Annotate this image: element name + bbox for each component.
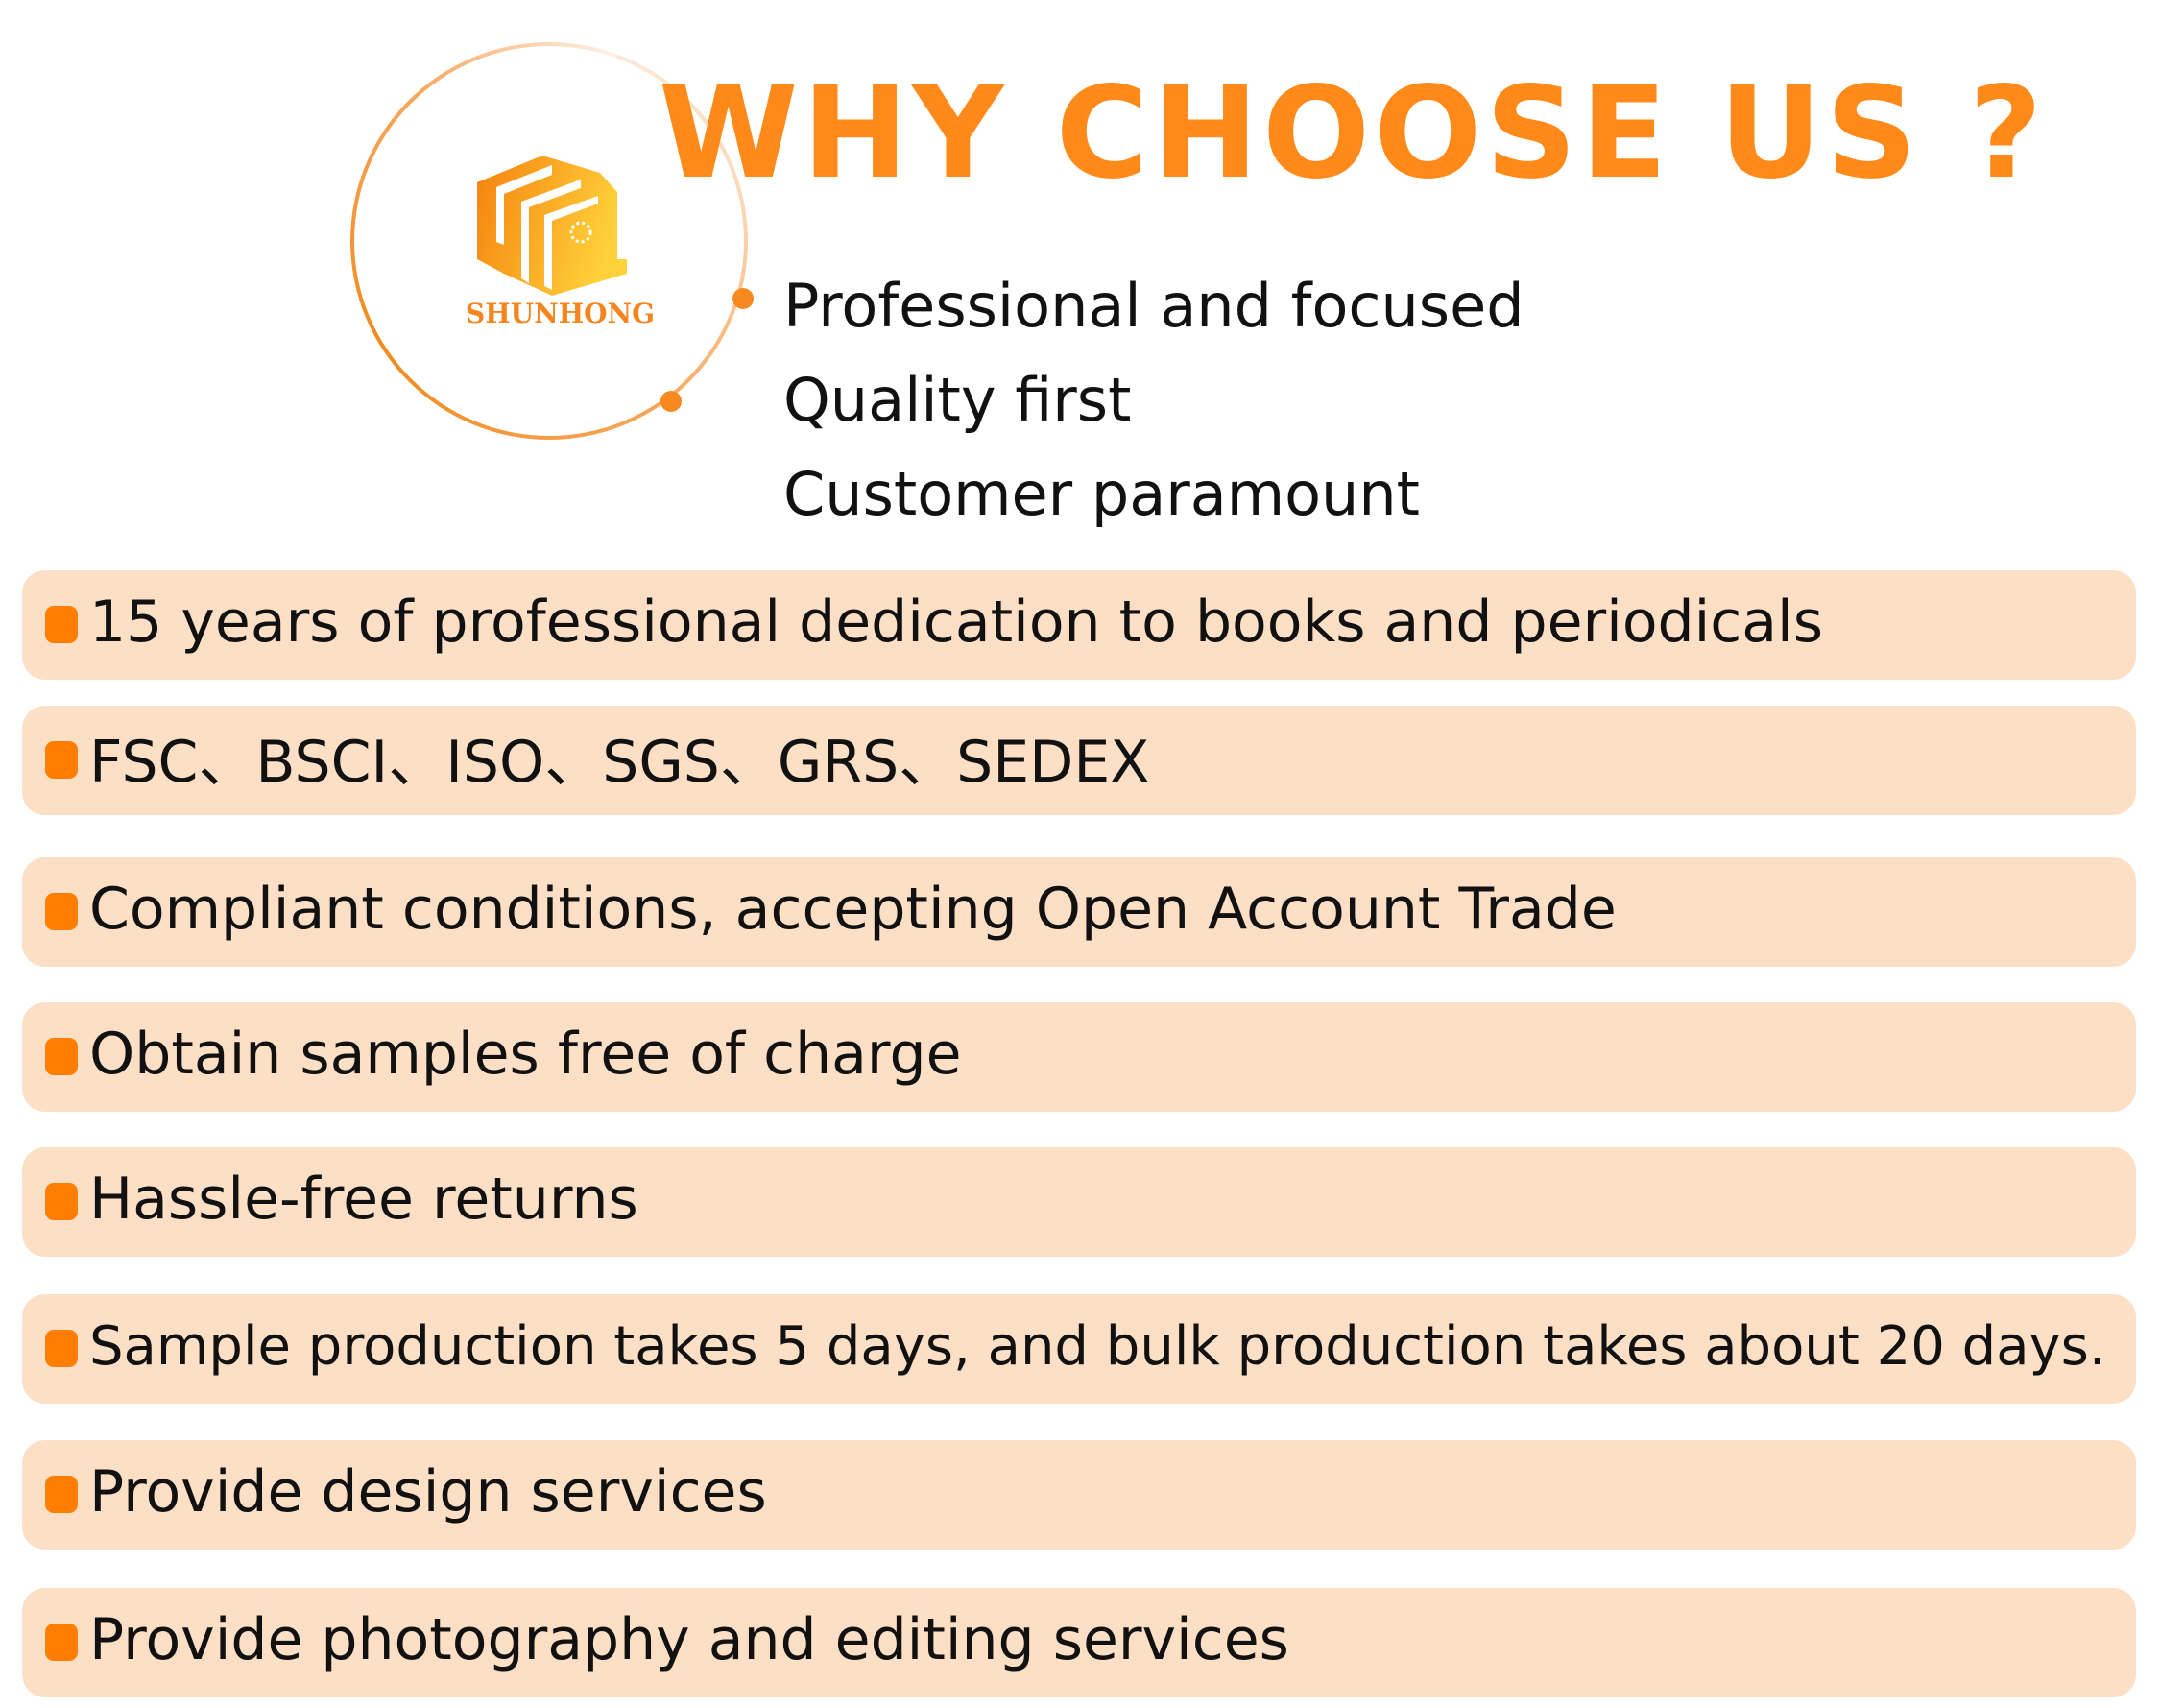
feature-text: Provide photography and editing services bbox=[89, 1606, 1289, 1674]
feature-row: Obtain samples free of charge bbox=[22, 1002, 2136, 1112]
shunhong-logo-icon bbox=[477, 156, 627, 296]
bullet-square-icon bbox=[45, 1624, 78, 1661]
brand-name: SHUNHONG bbox=[466, 298, 656, 329]
feature-row: Hassle-free returns bbox=[22, 1147, 2136, 1257]
feature-text: Compliant conditions, accepting Open Acc… bbox=[89, 876, 1617, 944]
motto-item: Customer paramount bbox=[783, 459, 1420, 529]
motto-item: Quality first bbox=[783, 365, 1132, 435]
feature-text: Hassle-free returns bbox=[89, 1166, 638, 1234]
feature-row: Sample production takes 5 days, and bulk… bbox=[22, 1294, 2136, 1404]
circle-dot-icon bbox=[660, 391, 682, 412]
feature-row: 15 years of professional dedication to b… bbox=[22, 570, 2136, 680]
feature-row: Provide photography and editing services bbox=[22, 1588, 2136, 1697]
feature-row: FSC、BSCI、ISO、SGS、GRS、SEDEX bbox=[22, 706, 2136, 815]
circle-dot-icon bbox=[732, 288, 754, 309]
bullet-square-icon bbox=[45, 893, 78, 930]
bullet-square-icon bbox=[45, 1038, 78, 1075]
feature-text: 15 years of professional dedication to b… bbox=[89, 589, 1823, 657]
page-title: WHY CHOOSE US ? bbox=[659, 60, 2047, 207]
bullet-square-icon bbox=[45, 741, 78, 779]
feature-text: FSC、BSCI、ISO、SGS、GRS、SEDEX bbox=[89, 729, 1150, 797]
motto-item: Professional and focused bbox=[783, 271, 1524, 341]
bullet-square-icon bbox=[45, 1476, 78, 1513]
feature-text: Provide design services bbox=[89, 1458, 767, 1527]
bullet-square-icon bbox=[45, 1330, 78, 1367]
feature-row: Provide design services bbox=[22, 1440, 2136, 1550]
feature-row: Compliant conditions, accepting Open Acc… bbox=[22, 857, 2136, 967]
feature-text: Sample production takes 5 days, and bulk… bbox=[89, 1314, 2106, 1378]
feature-text: Obtain samples free of charge bbox=[89, 1021, 962, 1089]
bullet-square-icon bbox=[45, 606, 78, 643]
bullet-square-icon bbox=[45, 1183, 78, 1220]
